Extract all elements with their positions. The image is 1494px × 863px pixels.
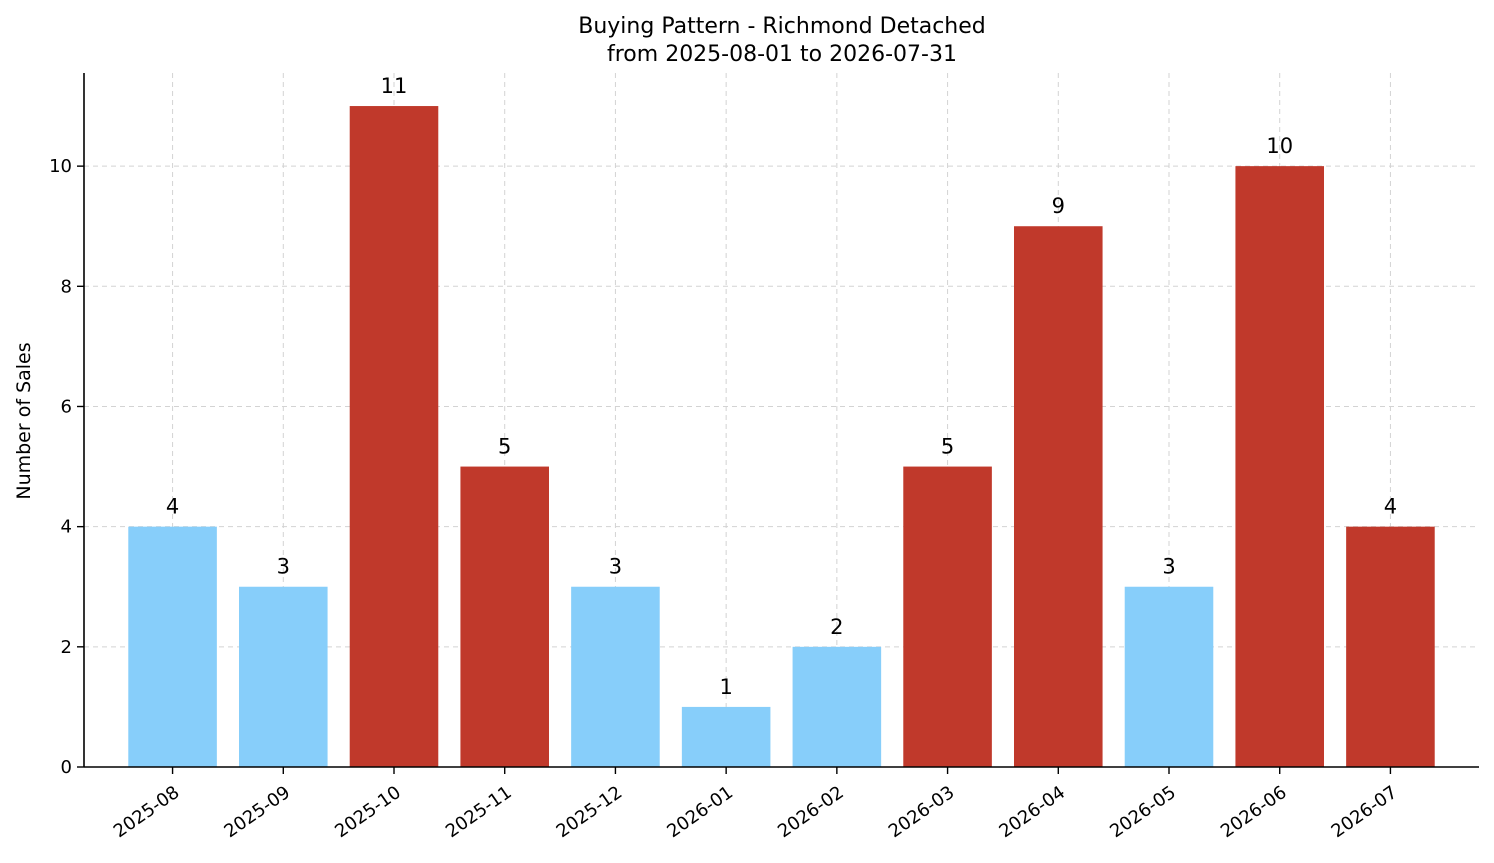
bar bbox=[1124, 586, 1214, 767]
data-labels: 4 3 11 5 3 1 2 5 9 3 10 4 bbox=[166, 74, 1397, 699]
x-tick-label: 2025-10 bbox=[331, 782, 405, 842]
y-tick-label: 2 bbox=[61, 637, 72, 658]
bar bbox=[128, 526, 217, 767]
x-tick-label: 2026-01 bbox=[663, 782, 737, 842]
data-label: 1 bbox=[719, 675, 732, 699]
x-tick-label: 2025-09 bbox=[220, 782, 294, 842]
bar bbox=[1014, 226, 1103, 768]
bar bbox=[239, 586, 328, 767]
x-tick-label: 2025-12 bbox=[553, 782, 627, 842]
chart-subtitle: from 2025-08-01 to 2026-07-31 bbox=[607, 42, 957, 67]
bar bbox=[1346, 526, 1435, 767]
x-tick-label: 2026-03 bbox=[885, 782, 959, 842]
bars bbox=[128, 106, 1435, 768]
bar bbox=[903, 466, 992, 767]
y-tick-label: 10 bbox=[49, 156, 72, 177]
x-tick-label: 2026-05 bbox=[1106, 782, 1180, 842]
y-tick-label: 8 bbox=[61, 276, 72, 297]
bar bbox=[681, 706, 771, 767]
bar bbox=[792, 646, 882, 767]
x-tick-label: 2026-07 bbox=[1328, 782, 1402, 842]
x-tick-label: 2026-02 bbox=[774, 782, 848, 842]
data-label: 11 bbox=[381, 74, 408, 98]
y-tick-label: 4 bbox=[61, 517, 72, 538]
bar bbox=[571, 586, 660, 767]
x-tick-label: 2026-06 bbox=[1217, 782, 1291, 842]
x-tick-label: 2025-08 bbox=[110, 782, 184, 842]
data-label: 3 bbox=[277, 555, 290, 579]
data-label: 3 bbox=[609, 555, 622, 579]
data-label: 5 bbox=[941, 435, 954, 459]
data-label: 9 bbox=[1052, 194, 1065, 218]
bar bbox=[349, 106, 439, 768]
data-label: 4 bbox=[166, 495, 179, 519]
data-label: 3 bbox=[1162, 555, 1175, 579]
bar bbox=[1235, 166, 1324, 767]
x-tick-label: 2026-04 bbox=[995, 782, 1069, 842]
data-label: 5 bbox=[498, 435, 511, 459]
data-label: 10 bbox=[1266, 134, 1293, 158]
x-tick-label: 2025-11 bbox=[442, 782, 516, 842]
data-label: 4 bbox=[1384, 495, 1397, 519]
bar bbox=[460, 466, 549, 767]
data-label: 2 bbox=[830, 615, 843, 639]
y-tick-label: 6 bbox=[61, 396, 72, 417]
y-axis-label: Number of Sales bbox=[13, 342, 35, 499]
chart-title: Buying Pattern - Richmond Detached bbox=[578, 14, 986, 39]
y-tick-label: 0 bbox=[61, 757, 72, 778]
